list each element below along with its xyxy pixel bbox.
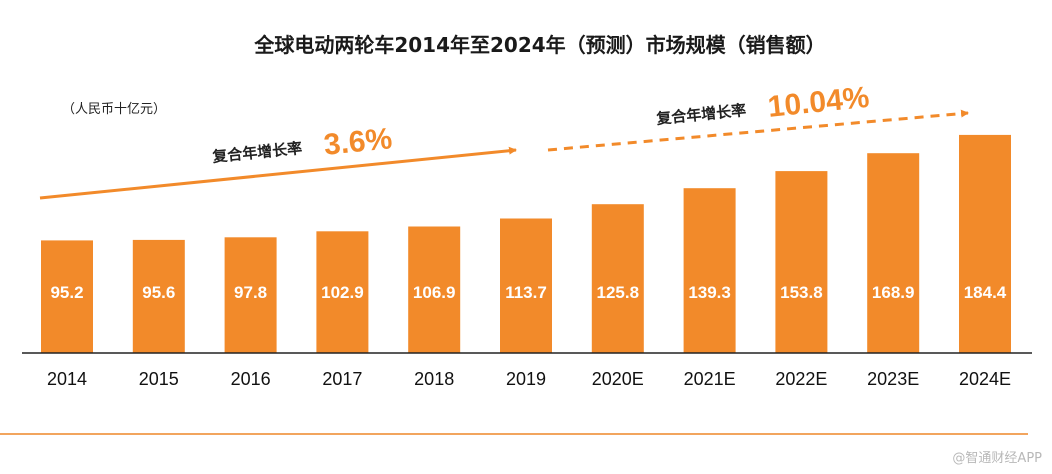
- bars-group: 95.2 95.6 97.8 102.9 106.9 113.7 125.8 139.3 153…: [41, 134, 1011, 353]
- bar-value-label: 106.9: [413, 283, 456, 302]
- bar-value-label: 95.6: [142, 283, 175, 302]
- bar-2016: [224, 237, 277, 353]
- bar-value-label: 184.4: [964, 283, 1007, 302]
- bar-value-label: 113.7: [505, 283, 547, 302]
- bar-2018: [408, 226, 461, 353]
- bar-2017: [316, 231, 369, 353]
- x-tick-label: 2024E: [959, 369, 1011, 389]
- bar-2024E: [959, 134, 1011, 353]
- bar-value-label: 97.8: [234, 283, 267, 302]
- bar-2023E: [867, 153, 920, 353]
- bar-value-label: 125.8: [597, 283, 640, 302]
- x-tick-labels: 2014 2015 2016 2017 2018 2019 2020E 2021E 2022E 2…: [47, 369, 1011, 389]
- bar-value-label: 102.9: [321, 283, 364, 302]
- x-tick-label: 2023E: [867, 369, 919, 389]
- bar-value-label: 168.9: [872, 283, 915, 302]
- x-tick-label: 2021E: [684, 369, 736, 389]
- cagr-2020-2024-annotation: 复合年增长率 10.04%: [655, 81, 871, 128]
- x-tick-label: 2019: [506, 369, 546, 389]
- x-tick-label: 2015: [139, 369, 179, 389]
- bar-value-label: 139.3: [688, 283, 731, 302]
- cagr-value: 10.04%: [766, 81, 871, 124]
- bar-2015: [132, 239, 185, 353]
- x-tick-label: 2018: [414, 369, 454, 389]
- x-tick-label: 2020E: [592, 369, 644, 389]
- cagr-value: 3.6%: [322, 122, 393, 162]
- x-tick-label: 2014: [47, 369, 87, 389]
- cagr-2020-2024-arrow: [547, 109, 969, 152]
- cagr-label: 复合年增长率: [655, 101, 747, 128]
- x-tick-label: 2022E: [775, 369, 827, 389]
- x-tick-label: 2016: [231, 369, 271, 389]
- x-tick-label: 2017: [322, 369, 362, 389]
- bar-2021E: [683, 188, 736, 353]
- cagr-label: 复合年增长率: [211, 139, 303, 166]
- chart-title: 全球电动两轮车2014年至2024年（预测）市场规模（销售额）: [253, 33, 825, 57]
- bar-value-label: 153.8: [780, 283, 823, 302]
- bar-2020E: [591, 204, 644, 353]
- bar-2014: [41, 240, 93, 353]
- unit-label: （人民币十亿元）: [62, 102, 166, 117]
- watermark: @智通财经APP: [952, 451, 1042, 466]
- bar-2019: [500, 218, 552, 353]
- cagr-2014-2019-arrow: [39, 146, 517, 200]
- bar-value-label: 95.2: [50, 283, 83, 302]
- bar-2022E: [775, 171, 828, 353]
